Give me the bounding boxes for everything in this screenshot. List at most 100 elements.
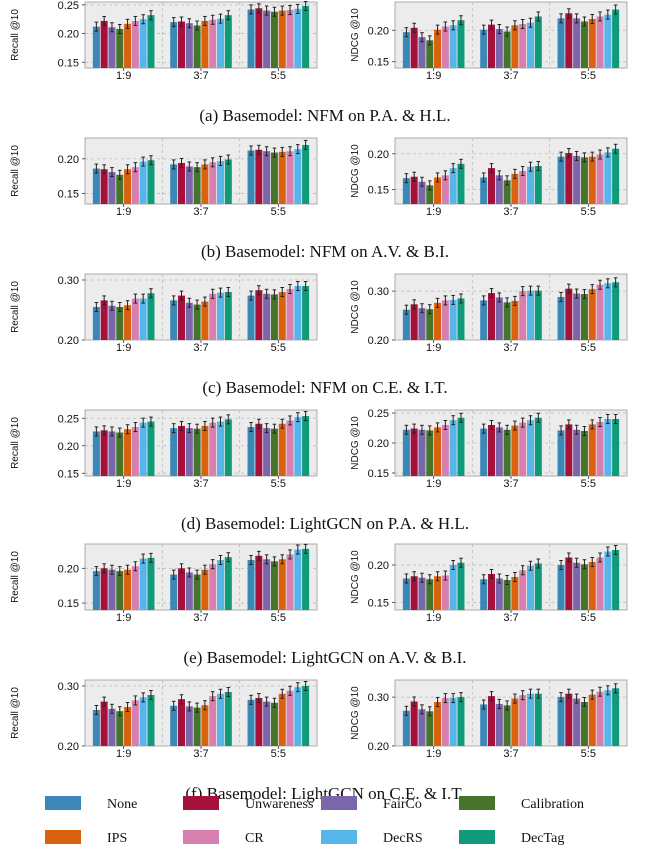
- y-axis-label: Recall @10: [10, 551, 21, 603]
- bar-dectag: [224, 419, 232, 476]
- bar-none: [92, 307, 100, 340]
- y-tick-label: 0.30: [368, 692, 389, 704]
- bar-calibration: [193, 707, 201, 746]
- bar-decrs: [139, 697, 147, 746]
- bar-none: [557, 156, 565, 204]
- bar-ips: [434, 576, 442, 610]
- bar-unwareness: [410, 428, 418, 476]
- legend-label: IPS: [107, 831, 127, 846]
- bar-unwareness: [255, 423, 263, 476]
- bar-ips: [201, 425, 209, 476]
- bar-ips: [511, 698, 519, 746]
- bar-ips: [588, 562, 596, 610]
- bar-calibration: [270, 294, 278, 340]
- x-tick-label: 1:9: [426, 206, 441, 218]
- subfigure-caption: (b) Basemodel: NFM on A.V. & B.I.: [201, 242, 449, 261]
- x-tick-label: 3:7: [193, 478, 208, 490]
- panel-5-left: 0.20 0.30 1:9 3:7 5:5 Recall @10: [10, 679, 318, 760]
- bar-dectag: [302, 416, 310, 476]
- legend-label: DecRS: [383, 831, 423, 846]
- y-tick-label: 0.20: [368, 335, 389, 347]
- bar-unwareness: [100, 300, 108, 340]
- legend-swatch: [321, 830, 357, 844]
- bar-calibration: [580, 157, 588, 204]
- panel-5-right: 0.20 0.30 1:9 3:7 5:5 NDCG @10: [350, 679, 628, 760]
- bar-cr: [286, 289, 294, 340]
- bar-ips: [511, 577, 519, 610]
- bar-dectag: [302, 6, 310, 68]
- bar-dectag: [612, 419, 620, 476]
- bar-none: [92, 431, 100, 476]
- bar-fairco: [185, 572, 193, 610]
- bar-cr: [596, 691, 604, 746]
- bar-dectag: [457, 20, 465, 69]
- x-tick-label: 5:5: [581, 478, 596, 490]
- bar-dectag: [147, 695, 155, 746]
- bar-dectag: [612, 688, 620, 746]
- bar-dectag: [147, 160, 155, 204]
- bar-unwareness: [178, 568, 185, 610]
- bar-ips: [201, 20, 209, 68]
- bar-dectag: [534, 417, 542, 476]
- bar-cr: [441, 698, 449, 746]
- bar-decrs: [449, 25, 457, 69]
- bar-unwareness: [410, 701, 418, 746]
- legend-item-unwareness: Unwareness: [183, 796, 313, 812]
- y-tick-label: 0.30: [368, 286, 389, 298]
- bar-fairco: [108, 431, 116, 476]
- bar-fairco: [108, 569, 116, 610]
- bar-ips: [124, 305, 132, 340]
- panel-1-left: 0.15 0.20 1:9 3:7 5:5 Recall @10: [10, 137, 318, 218]
- x-tick-label: 5:5: [581, 70, 596, 82]
- x-tick-label: 3:7: [503, 478, 518, 490]
- bar-dectag: [457, 697, 465, 746]
- bar-calibration: [270, 11, 278, 68]
- x-tick-label: 5:5: [271, 612, 286, 624]
- bar-unwareness: [488, 168, 495, 204]
- bar-fairco: [185, 428, 193, 476]
- bar-dectag: [302, 686, 310, 746]
- bar-ips: [201, 705, 209, 746]
- y-tick-label: 0.25: [368, 408, 389, 420]
- bar-calibration: [116, 307, 124, 340]
- bar-ips: [278, 693, 286, 746]
- y-tick-label: 0.20: [368, 560, 389, 572]
- bar-unwareness: [100, 430, 108, 476]
- bar-ips: [511, 25, 519, 69]
- bar-decrs: [217, 160, 224, 204]
- bar-cr: [286, 420, 294, 476]
- bar-fairco: [418, 308, 426, 340]
- bar-calibration: [580, 21, 588, 68]
- bar-dectag: [457, 562, 465, 610]
- bar-cr: [441, 575, 449, 610]
- panel-2-right: 0.20 0.30 1:9 3:7 5:5 NDCG @10: [350, 273, 628, 354]
- bar-cr: [441, 175, 449, 204]
- x-tick-label: 5:5: [271, 478, 286, 490]
- bar-fairco: [108, 708, 116, 746]
- panel-4-left: 0.15 0.20 1:9 3:7 5:5 Recall @10: [10, 543, 318, 624]
- bar-calibration: [116, 711, 124, 746]
- bar-ips: [434, 302, 442, 340]
- bar-fairco: [495, 703, 503, 746]
- bar-cr: [519, 422, 527, 476]
- bar-decrs: [604, 551, 612, 610]
- bar-none: [247, 559, 255, 610]
- bar-calibration: [426, 185, 434, 204]
- bar-cr: [209, 19, 217, 68]
- legend-item-ips: IPS: [45, 830, 127, 846]
- bar-ips: [278, 559, 286, 610]
- panel-4-right: 0.15 0.20 1:9 3:7 5:5 NDCG @10: [350, 543, 628, 624]
- legend-swatch: [183, 830, 219, 844]
- legend-label: CR: [245, 831, 264, 846]
- x-tick-label: 3:7: [193, 342, 208, 354]
- bar-calibration: [426, 579, 434, 610]
- bar-decrs: [294, 8, 302, 69]
- bar-dectag: [457, 298, 465, 340]
- bar-cr: [519, 171, 527, 204]
- y-tick-label: 0.15: [368, 598, 389, 610]
- bar-unwareness: [178, 425, 185, 476]
- bar-dectag: [534, 290, 542, 340]
- bar-fairco: [108, 27, 116, 68]
- bar-decrs: [139, 298, 147, 340]
- bar-fairco: [263, 428, 271, 476]
